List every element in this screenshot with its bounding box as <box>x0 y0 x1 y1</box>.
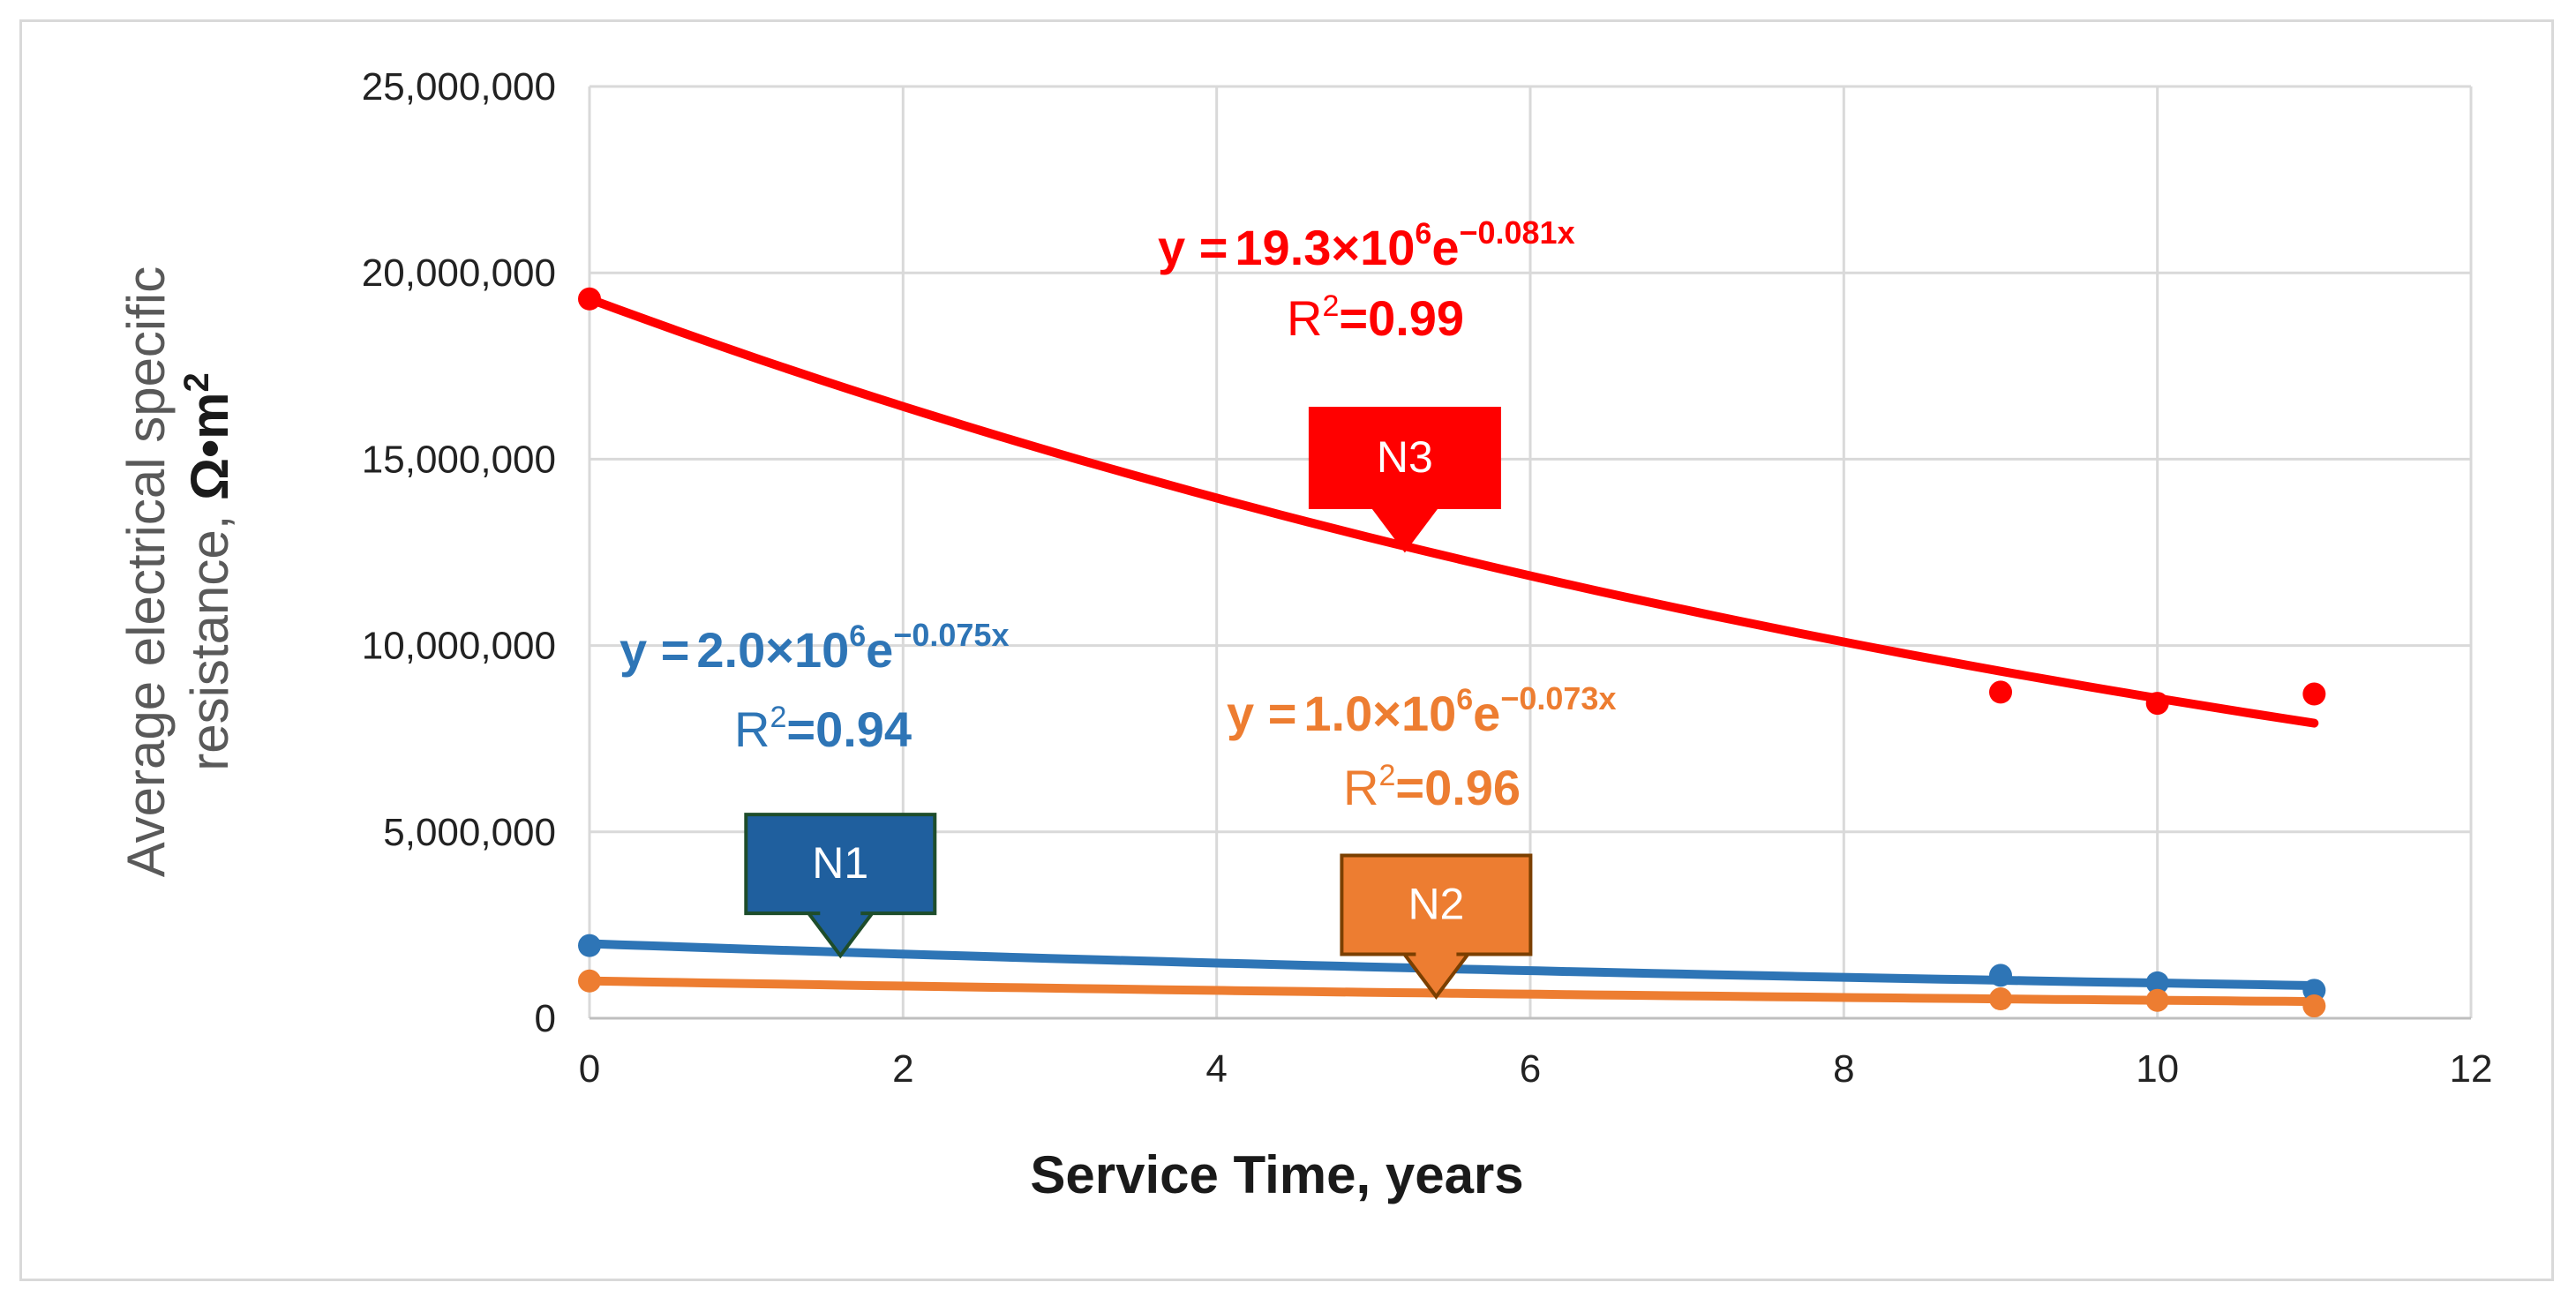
y-tick-label: 15,000,000 <box>362 438 556 481</box>
equation-n2-yeq: y = <box>1227 686 1296 741</box>
equation-n1-r: R <box>734 701 770 757</box>
x-tick-label: 10 <box>2136 1047 2179 1091</box>
data-point-n2 <box>2302 994 2326 1018</box>
callout-label-n3: N3 <box>1377 432 1433 482</box>
data-point-n3 <box>578 287 601 311</box>
chart-frame <box>19 19 2554 1281</box>
data-point-n1 <box>1989 964 2012 987</box>
y-tick-label: 10,000,000 <box>362 625 556 668</box>
data-point-n1 <box>2145 971 2169 994</box>
equation-n3-r: R <box>1287 290 1322 346</box>
equation-n1-exp: −0.075x <box>893 617 1009 653</box>
equation-n2-r2-value: =0.96 <box>1395 760 1521 815</box>
y-tick-label: 20,000,000 <box>362 251 556 295</box>
equation-n1-r2-sup: 2 <box>770 701 786 734</box>
axes: 0 5,000,000 10,000,000 15,000,000 20,000,000… <box>362 65 2493 1091</box>
x-tick-label: 4 <box>1205 1047 1227 1091</box>
equation-n2-exp6: 6 <box>1456 683 1473 716</box>
equation-n2-r2-sup: 2 <box>1378 759 1395 792</box>
data-point-n1 <box>578 934 601 957</box>
equation-n3: y = 19.3×106e−0.081x R2=0.99 <box>1158 214 1575 346</box>
x-tick-label: 8 <box>1833 1047 1854 1091</box>
equation-n2-r: R <box>1343 760 1378 815</box>
x-tick-label: 2 <box>892 1047 913 1091</box>
equation-n3-e: e <box>1431 220 1459 275</box>
equation-n2-r2: R2=0.96 <box>1343 759 1521 815</box>
y-axis-label-2: resistance, Ω•m2 <box>177 372 239 771</box>
data-points <box>578 287 2326 1018</box>
equation-n3-exp6: 6 <box>1415 217 1431 251</box>
equation-n2-e: e <box>1473 686 1500 741</box>
trend-line-n3 <box>585 294 2319 728</box>
data-point-n3 <box>1989 680 2012 704</box>
callouts: N1 N2 N3 <box>744 407 1533 1000</box>
trend-line-n2 <box>585 976 2319 1007</box>
y-axis-label-line1: Average electrical specific <box>116 266 176 878</box>
callout-box-n3 <box>1308 407 1501 553</box>
callout-label-n1: N1 <box>812 838 868 888</box>
data-point-n2 <box>2145 988 2169 1012</box>
equation-n1-text: y = 2.0×106e−0.075x <box>620 617 1009 678</box>
data-point-n2 <box>1989 987 2012 1011</box>
y-axis-label-line2: resistance, <box>180 500 239 771</box>
x-tick-label: 6 <box>1520 1047 1541 1091</box>
callout-label-n2: N2 <box>1408 880 1464 929</box>
callout-box-n1 <box>744 813 937 959</box>
equation-n2: y = 1.0×106e−0.073x R2=0.96 <box>1227 680 1616 815</box>
equation-n1-yeq: y = <box>620 622 689 678</box>
data-point-n3 <box>2145 692 2169 716</box>
y-axis-unit-sup: 2 <box>177 372 216 392</box>
data-point-n2 <box>578 969 601 993</box>
equation-n2-coef: 1.0×10 <box>1303 686 1456 741</box>
x-tick-label: 0 <box>579 1047 600 1091</box>
equation-n1-coef: 2.0×10 <box>696 622 849 678</box>
x-axis-label: Service Time, years <box>1030 1145 1523 1204</box>
y-axis-label: Average electrical specific <box>116 266 176 878</box>
x-tick-label: 12 <box>2450 1047 2493 1091</box>
equation-n1-exp6: 6 <box>849 619 866 653</box>
equation-n1: y = 2.0×106e−0.075x R2=0.94 <box>620 617 1009 757</box>
data-point-n3 <box>2302 682 2326 706</box>
y-tick-label: 5,000,000 <box>383 811 556 854</box>
callout-box-n2 <box>1340 853 1533 1000</box>
equation-n3-r2-sup: 2 <box>1322 289 1339 323</box>
equation-n3-exp: −0.081x <box>1459 214 1574 251</box>
equation-n3-text: y = 19.3×106e−0.081x <box>1158 214 1575 275</box>
y-tick-label: 0 <box>535 997 556 1040</box>
equation-n1-e: e <box>866 622 893 678</box>
equation-n3-r2: R2=0.99 <box>1287 289 1464 346</box>
y-tick-label: 25,000,000 <box>362 65 556 109</box>
equation-n2-exp: −0.073x <box>1500 680 1616 716</box>
equation-n2-text: y = 1.0×106e−0.073x <box>1227 680 1616 741</box>
equation-n3-yeq: y = <box>1158 220 1228 275</box>
y-axis-unit: Ω•m <box>180 392 239 499</box>
equation-n3-coef: 19.3×10 <box>1235 220 1415 275</box>
equation-n1-r2: R2=0.94 <box>734 701 912 757</box>
equation-n3-r2-value: =0.99 <box>1339 290 1464 346</box>
equation-n1-r2-value: =0.94 <box>786 701 912 757</box>
